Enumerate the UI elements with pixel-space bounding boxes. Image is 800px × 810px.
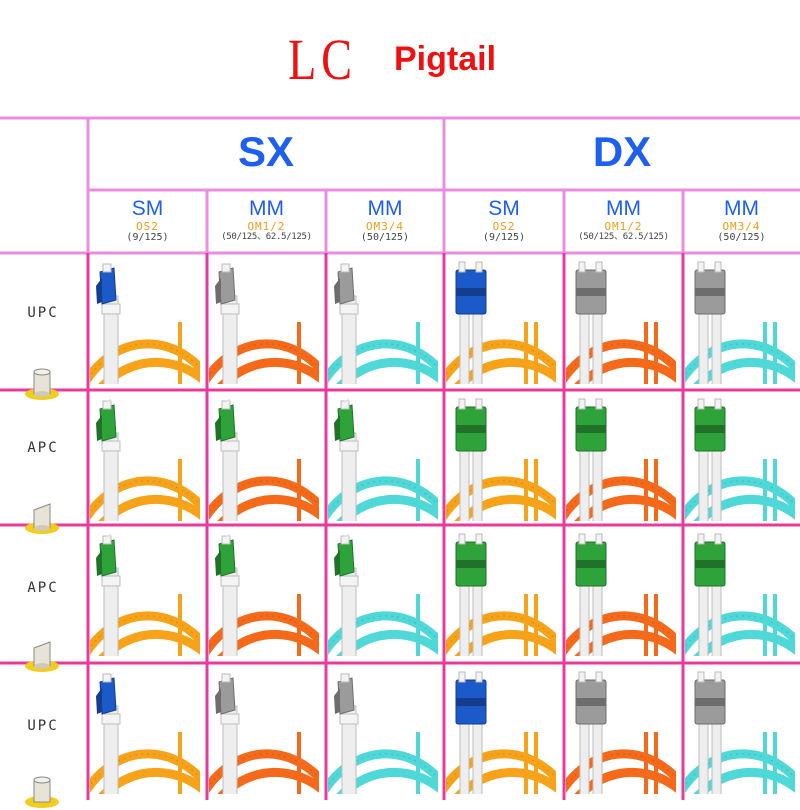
group-header-sx: SX	[237, 128, 295, 175]
pigtail-product-image	[446, 256, 556, 384]
lc-duplex-pigtail-icon	[685, 261, 795, 384]
page-title: LC Pigtail	[0, 18, 800, 98]
lc-simplex-pigtail-icon	[209, 263, 319, 384]
pigtail-product-image	[209, 666, 319, 794]
pigtail-product-image	[446, 666, 556, 794]
column-header-2: MM OM1/2 (50/125、62.5/125)	[207, 198, 326, 242]
pigtail-product-image	[209, 256, 319, 384]
title-pigtail: Pigtail	[394, 40, 497, 78]
lc-simplex-pigtail-icon	[209, 534, 319, 656]
pigtail-product-image	[566, 666, 676, 794]
pigtail-product-image	[328, 528, 438, 656]
column-om: OS2	[136, 220, 159, 233]
ferrule-angled-icon	[25, 503, 59, 534]
column-size: (50/125、62.5/125)	[221, 232, 312, 242]
pigtail-product-image	[90, 256, 200, 384]
pigtail-product-image	[328, 666, 438, 794]
lc-simplex-pigtail-icon	[328, 399, 438, 521]
column-size: (50/125)	[360, 232, 410, 243]
lc-duplex-pigtail-icon	[446, 671, 556, 794]
column-header-5: MM OM1/2 (50/125、62.5/125)	[564, 198, 683, 242]
lc-duplex-pigtail-icon	[566, 261, 676, 384]
pigtail-product-image	[90, 393, 200, 521]
ferrule-flat-icon	[25, 368, 59, 400]
pigtail-product-image	[685, 256, 795, 384]
column-type: SM	[488, 197, 520, 220]
row-label-4: UPC	[27, 718, 59, 734]
row-label-2: APC	[27, 440, 59, 456]
pigtail-product-image	[446, 393, 556, 521]
lc-duplex-pigtail-icon	[685, 533, 795, 656]
pigtail-product-image	[685, 528, 795, 656]
lc-duplex-pigtail-icon	[566, 533, 676, 656]
pigtail-product-image	[685, 666, 795, 794]
lc-duplex-pigtail-icon	[566, 671, 676, 794]
column-type: MM	[724, 197, 759, 220]
pigtail-product-image	[328, 393, 438, 521]
title-lc: LC	[288, 27, 357, 92]
lc-simplex-pigtail-icon	[209, 399, 319, 521]
column-om: OM1/2	[604, 220, 643, 233]
row-label-1: UPC	[27, 305, 59, 321]
row-label-3: APC	[27, 580, 59, 596]
column-size: (9/125)	[482, 232, 526, 243]
pigtail-product-image	[209, 528, 319, 656]
lc-simplex-pigtail-icon	[90, 399, 200, 521]
column-size: (50/125)	[717, 232, 766, 243]
column-om: OM3/4	[722, 220, 761, 233]
pigtail-product-image	[685, 393, 795, 521]
column-om: OM3/4	[365, 220, 405, 233]
column-om: OS2	[492, 220, 516, 233]
column-type: SM	[131, 197, 164, 220]
column-header-3: MM OM3/4 (50/125)	[326, 198, 444, 243]
column-type: MM	[367, 197, 403, 220]
column-size: (9/125)	[126, 232, 169, 243]
column-header-1: SM OS2 (9/125)	[88, 198, 207, 243]
pigtail-product-image	[566, 256, 676, 384]
lc-duplex-pigtail-icon	[685, 671, 795, 794]
lc-duplex-pigtail-icon	[446, 533, 556, 656]
lc-simplex-pigtail-icon	[90, 673, 200, 794]
lc-duplex-pigtail-icon	[446, 261, 556, 384]
column-header-6: MM OM3/4 (50/125)	[683, 198, 800, 243]
lc-simplex-pigtail-icon	[209, 673, 319, 794]
pigtail-product-image	[90, 666, 200, 794]
lc-duplex-pigtail-icon	[685, 398, 795, 521]
ferrule-flat-icon	[25, 776, 59, 808]
column-type: MM	[606, 197, 641, 220]
lc-duplex-pigtail-icon	[446, 398, 556, 521]
column-om: OM1/2	[247, 220, 286, 233]
pigtail-product-image	[209, 393, 319, 521]
lc-simplex-pigtail-icon	[328, 534, 438, 656]
lc-simplex-pigtail-icon	[90, 534, 200, 656]
pigtail-product-image	[328, 256, 438, 384]
group-header-dx: DX	[592, 128, 652, 175]
lc-simplex-pigtail-icon	[90, 263, 200, 384]
pigtail-product-image	[90, 528, 200, 656]
lc-simplex-pigtail-icon	[328, 673, 438, 794]
column-size: (50/125、62.5/125)	[578, 232, 669, 242]
pigtail-product-image	[446, 528, 556, 656]
lc-duplex-pigtail-icon	[566, 398, 676, 521]
ferrule-angled-icon	[25, 641, 59, 672]
pigtail-product-image	[566, 528, 676, 656]
column-type: MM	[249, 197, 284, 220]
lc-simplex-pigtail-icon	[328, 263, 438, 384]
column-header-4: SM OS2 (9/125)	[444, 198, 564, 243]
pigtail-product-image	[566, 393, 676, 521]
